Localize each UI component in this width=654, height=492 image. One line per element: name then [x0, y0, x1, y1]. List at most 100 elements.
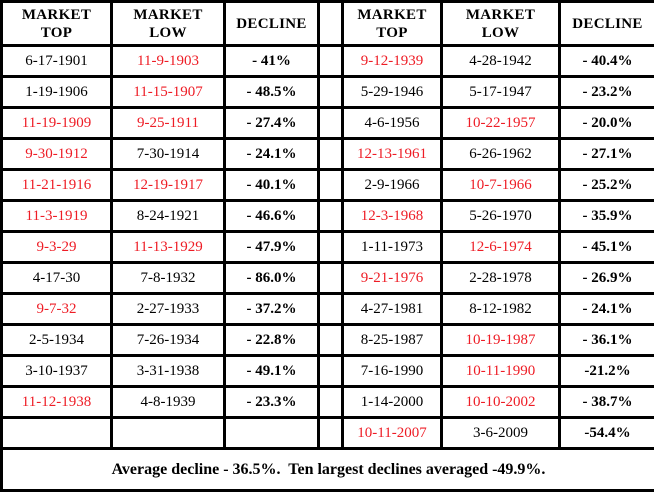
header-market-low-right: MARKET LOW: [442, 2, 560, 46]
market-top-date: 1-14-2000: [343, 387, 442, 418]
decline-value: - 41%: [225, 46, 319, 77]
header-market-top-left: MARKET TOP: [2, 2, 112, 46]
market-low-date: 10-19-1987: [442, 325, 560, 356]
decline-value: - 24.1%: [225, 139, 319, 170]
decline-value: - 37.2%: [225, 294, 319, 325]
market-top-date: 11-19-1909: [2, 108, 112, 139]
decline-value: - 47.9%: [225, 232, 319, 263]
spacer-cell: [319, 108, 343, 139]
decline-value: - 49.1%: [225, 356, 319, 387]
decline-value: - 36.1%: [560, 325, 654, 356]
market-top-date: 4-17-30: [2, 263, 112, 294]
market-top-date: 9-12-1939: [343, 46, 442, 77]
market-top-date: 11-21-1916: [2, 170, 112, 201]
market-low-date: 10-22-1957: [442, 108, 560, 139]
decline-value: [225, 418, 319, 449]
spacer-cell: [319, 387, 343, 418]
market-top-date: 11-12-1938: [2, 387, 112, 418]
table-row: 4-17-30 7-8-1932 - 86.0% 9-21-1976 2-28-…: [2, 263, 654, 294]
table-row: 11-19-1909 9-25-1911 - 27.4% 4-6-1956 10…: [2, 108, 654, 139]
spacer-cell: [319, 263, 343, 294]
table-row: 10-11-2007 3-6-2009 -54.4%: [2, 418, 654, 449]
market-top-date: 9-7-32: [2, 294, 112, 325]
market-low-date: 8-24-1921: [112, 201, 225, 232]
market-top-date: 5-29-1946: [343, 77, 442, 108]
table-row: 11-21-1916 12-19-1917 - 40.1% 2-9-1966 1…: [2, 170, 654, 201]
market-low-date: 11-13-1929: [112, 232, 225, 263]
decline-value: -54.4%: [560, 418, 654, 449]
decline-value: - 27.4%: [225, 108, 319, 139]
market-low-date: 2-27-1933: [112, 294, 225, 325]
spacer-cell: [319, 325, 343, 356]
footer-row: Average decline - 36.5%. Ten largest dec…: [2, 449, 654, 491]
market-low-date: 7-30-1914: [112, 139, 225, 170]
market-top-date: 1-19-1906: [2, 77, 112, 108]
market-top-date: 12-13-1961: [343, 139, 442, 170]
market-low-date: 10-7-1966: [442, 170, 560, 201]
market-top-date: 4-6-1956: [343, 108, 442, 139]
market-low-date: 3-6-2009: [442, 418, 560, 449]
market-top-date: 6-17-1901: [2, 46, 112, 77]
market-low-date: 11-15-1907: [112, 77, 225, 108]
market-low-date: 12-19-1917: [112, 170, 225, 201]
header-decline-right: DECLINE: [560, 2, 654, 46]
decline-value: - 40.1%: [225, 170, 319, 201]
market-low-date: 6-26-1962: [442, 139, 560, 170]
market-top-date: 3-10-1937: [2, 356, 112, 387]
header-row: MARKET TOP MARKET LOW DECLINE MARKET TOP…: [2, 2, 654, 46]
decline-value: - 35.9%: [560, 201, 654, 232]
header-market-top-right: MARKET TOP: [343, 2, 442, 46]
market-top-date: 7-16-1990: [343, 356, 442, 387]
market-low-date: 9-25-1911: [112, 108, 225, 139]
decline-value: - 45.1%: [560, 232, 654, 263]
decline-value: - 86.0%: [225, 263, 319, 294]
spacer-cell: [319, 418, 343, 449]
spacer-cell: [319, 77, 343, 108]
decline-value: - 22.8%: [225, 325, 319, 356]
market-top-date: 12-3-1968: [343, 201, 442, 232]
spacer-cell: [319, 170, 343, 201]
spacer-cell: [319, 46, 343, 77]
market-top-date: 4-27-1981: [343, 294, 442, 325]
table-row: 2-5-1934 7-26-1934 - 22.8% 8-25-1987 10-…: [2, 325, 654, 356]
decline-value: - 46.6%: [225, 201, 319, 232]
market-low-date: 2-28-1978: [442, 263, 560, 294]
decline-value: - 24.1%: [560, 294, 654, 325]
table-row: 6-17-1901 11-9-1903 - 41% 9-12-1939 4-28…: [2, 46, 654, 77]
market-low-date: 4-8-1939: [112, 387, 225, 418]
table-row: 9-3-29 11-13-1929 - 47.9% 1-11-1973 12-6…: [2, 232, 654, 263]
decline-value: - 20.0%: [560, 108, 654, 139]
spacer-header-cell: [319, 2, 343, 46]
header-market-low-left: MARKET LOW: [112, 2, 225, 46]
header-decline-left: DECLINE: [225, 2, 319, 46]
decline-value: - 25.2%: [560, 170, 654, 201]
decline-value: - 27.1%: [560, 139, 654, 170]
market-low-date: 8-12-1982: [442, 294, 560, 325]
decline-value: - 38.7%: [560, 387, 654, 418]
market-low-date: 5-26-1970: [442, 201, 560, 232]
market-low-date: 12-6-1974: [442, 232, 560, 263]
decline-value: -21.2%: [560, 356, 654, 387]
market-low-date: 10-10-2002: [442, 387, 560, 418]
market-top-date: 10-11-2007: [343, 418, 442, 449]
table-row: 1-19-1906 11-15-1907 - 48.5% 5-29-1946 5…: [2, 77, 654, 108]
table-row: 9-7-32 2-27-1933 - 37.2% 4-27-1981 8-12-…: [2, 294, 654, 325]
table-row: 11-12-1938 4-8-1939 - 23.3% 1-14-2000 10…: [2, 387, 654, 418]
summary-note: Average decline - 36.5%. Ten largest dec…: [2, 449, 654, 491]
market-top-date: [2, 418, 112, 449]
market-top-date: 1-11-1973: [343, 232, 442, 263]
decline-value: - 26.9%: [560, 263, 654, 294]
market-low-date: 7-26-1934: [112, 325, 225, 356]
market-low-date: 3-31-1938: [112, 356, 225, 387]
market-low-date: [112, 418, 225, 449]
decline-value: - 40.4%: [560, 46, 654, 77]
market-top-date: 9-3-29: [2, 232, 112, 263]
spacer-cell: [319, 232, 343, 263]
market-top-date: 2-9-1966: [343, 170, 442, 201]
spacer-cell: [319, 294, 343, 325]
market-low-date: 10-11-1990: [442, 356, 560, 387]
market-low-date: 7-8-1932: [112, 263, 225, 294]
market-top-date: 2-5-1934: [2, 325, 112, 356]
table-row: 3-10-1937 3-31-1938 - 49.1% 7-16-1990 10…: [2, 356, 654, 387]
